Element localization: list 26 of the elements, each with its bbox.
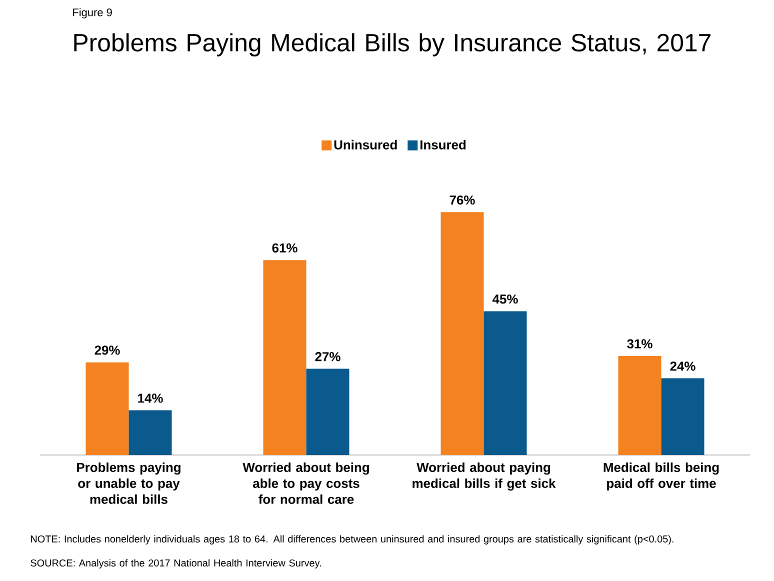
bar <box>618 356 662 455</box>
data-label: 76% <box>450 195 475 205</box>
bar <box>128 410 172 455</box>
data-label: 45% <box>492 294 518 304</box>
text: NOTE: Includes nonelderly individuals ages 18 to 64. All differences between uninsured and insured groups are statistically significant (p<0.05). <box>31 535 674 544</box>
x-tick-label: Worried about being able to pay costs for normal care <box>242 462 369 504</box>
data-label: 27% <box>315 352 340 362</box>
data-label: 14% <box>138 394 163 403</box>
bar <box>86 362 129 455</box>
bar <box>661 378 704 455</box>
data-label: 61% <box>272 243 298 253</box>
bar <box>440 212 484 455</box>
data-label: 31% <box>627 339 652 348</box>
data-label: 24% <box>670 362 696 371</box>
bar <box>306 368 350 455</box>
caption: Figure 9 <box>73 8 112 18</box>
legend-label: Uninsured <box>334 140 397 150</box>
x-tick-label: Medical bills being paid off over time <box>604 462 719 491</box>
source-note: SOURCE: Analysis of the 2017 National Health Interview Survey. <box>30 559 321 568</box>
chart-title: Problems Paying Medical Bills by Insurance Status, 2017 <box>74 33 710 56</box>
x-tick-label: Problems paying or unable to pay medical bills <box>77 462 180 504</box>
bar <box>484 311 527 455</box>
legend-label: Insured <box>420 140 466 150</box>
data-label: 29% <box>94 346 120 355</box>
x-tick-label: Worried about paying medical bills if get sick <box>412 462 556 491</box>
bar <box>263 260 306 455</box>
